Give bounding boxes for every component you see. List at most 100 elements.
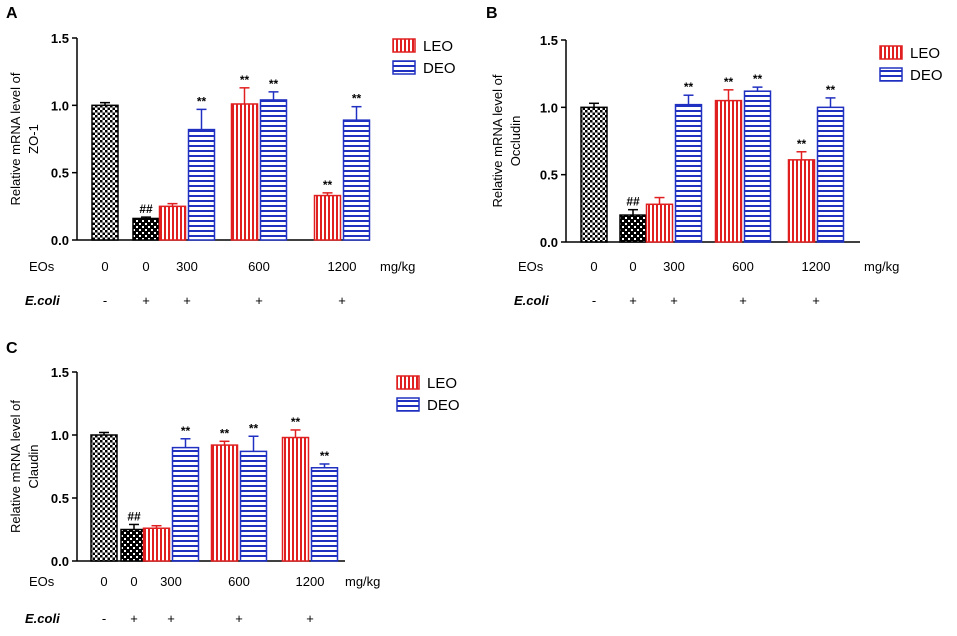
dose-label: 0 xyxy=(130,574,137,589)
ecoli-sign: + xyxy=(306,611,314,626)
ecoli-sign: + xyxy=(739,293,747,308)
ecoli-sign: + xyxy=(235,611,243,626)
bar-control xyxy=(90,434,118,562)
y-tick-label: 0.0 xyxy=(51,554,69,569)
bar-deo xyxy=(310,467,339,562)
ecoli-sign: - xyxy=(103,293,107,308)
y-axis-label-line2: Claudin xyxy=(26,444,41,488)
legend-label-deo: DEO xyxy=(910,67,943,84)
panel-c: C 0.0 0.5 1.0 1.5 Relative mRNA level of Clau… xyxy=(6,340,460,626)
ecoli-sign: + xyxy=(629,293,637,308)
dose-label: 0 xyxy=(100,574,107,589)
panel-a: A 0.0 0.5 1.0 1.5 Relative mRNA level of ZO-1… xyxy=(6,5,456,308)
panel-letter: A xyxy=(6,5,18,22)
bar-deo xyxy=(239,450,268,562)
ecoli-sign: + xyxy=(670,293,678,308)
significance-label: ## xyxy=(139,202,153,216)
legend: LEO DEO xyxy=(392,38,456,77)
bar-leo xyxy=(230,103,259,241)
significance-label: ## xyxy=(127,509,141,523)
ecoli-row-label: E.coli xyxy=(25,293,60,308)
significance-label: ** xyxy=(724,75,734,89)
dose-label: 1200 xyxy=(296,574,325,589)
y-axis-label: Relative mRNA level of xyxy=(490,74,505,207)
unit-label: mg/kg xyxy=(345,574,380,589)
dose-label: 0 xyxy=(101,259,108,274)
significance-label: ** xyxy=(684,80,694,94)
ecoli-sign: + xyxy=(167,611,175,626)
eos-row-label: EOs xyxy=(29,259,55,274)
legend-swatch-leo xyxy=(396,375,420,390)
bar-leo xyxy=(281,436,310,562)
y-axis-label-line2: Occludin xyxy=(508,116,523,167)
bar-leo xyxy=(210,444,239,562)
panel-letter: B xyxy=(486,5,498,22)
ecoli-row-label: E.coli xyxy=(514,293,549,308)
eos-row-label: EOs xyxy=(518,259,544,274)
bar-leo xyxy=(158,205,187,241)
bar-leo xyxy=(787,159,816,243)
dose-label: 1200 xyxy=(802,259,831,274)
bar-control xyxy=(91,104,119,241)
y-tick-label: 0.0 xyxy=(540,235,558,250)
ecoli-row-label: E.coli xyxy=(25,611,60,626)
significance-label: ** xyxy=(240,73,250,87)
y-tick-label: 0.0 xyxy=(51,233,69,248)
legend-label-leo: LEO xyxy=(427,375,457,392)
panel-b: B 0.0 0.5 1.0 1.5 Relative mRNA level of Occl… xyxy=(486,5,943,308)
legend-label-deo: DEO xyxy=(427,397,460,414)
dose-label: 600 xyxy=(248,259,270,274)
significance-label: ** xyxy=(352,92,362,106)
ecoli-sign: + xyxy=(130,611,138,626)
legend-swatch-leo xyxy=(392,38,416,53)
dose-label: 300 xyxy=(160,574,182,589)
ecoli-sign: + xyxy=(142,293,150,308)
y-tick-label: 1.0 xyxy=(540,100,558,115)
dose-label: 300 xyxy=(176,259,198,274)
significance-label: ** xyxy=(826,83,836,97)
ecoli-sign: - xyxy=(592,293,596,308)
bar-deo xyxy=(342,119,371,241)
y-axis-label: Relative mRNA level of xyxy=(8,400,23,533)
y-tick-label: 1.0 xyxy=(51,98,69,113)
bar-deo xyxy=(259,99,288,241)
bar-deo xyxy=(816,106,845,243)
y-tick-label: 0.5 xyxy=(51,491,69,506)
significance-label: ** xyxy=(220,426,230,440)
significance-label: ## xyxy=(626,195,640,209)
legend-label-leo: LEO xyxy=(910,45,940,62)
bar-deo xyxy=(743,90,772,243)
y-tick-label: 1.5 xyxy=(51,365,69,380)
significance-label: ** xyxy=(291,415,301,429)
significance-label: ** xyxy=(753,72,763,86)
significance-label: ** xyxy=(197,94,207,108)
bar-leo xyxy=(142,527,171,562)
bar-deo xyxy=(187,128,216,241)
bar-leo xyxy=(313,194,342,241)
dose-label: 300 xyxy=(663,259,685,274)
dose-label: 600 xyxy=(228,574,250,589)
dose-label: 0 xyxy=(590,259,597,274)
legend-swatch-deo xyxy=(396,397,420,412)
legend: LEO DEO xyxy=(396,375,460,414)
ecoli-sign: + xyxy=(812,293,820,308)
y-tick-label: 1.5 xyxy=(540,33,558,48)
dose-label: 0 xyxy=(142,259,149,274)
dose-label: 0 xyxy=(629,259,636,274)
y-tick-label: 1.5 xyxy=(51,31,69,46)
legend: LEO DEO xyxy=(879,45,943,84)
legend-swatch-deo xyxy=(879,67,903,82)
significance-label: ** xyxy=(323,178,333,192)
y-tick-label: 0.5 xyxy=(51,166,69,181)
ecoli-sign: + xyxy=(183,293,191,308)
unit-label: mg/kg xyxy=(380,259,415,274)
legend-swatch-leo xyxy=(879,45,903,60)
bar-deo xyxy=(171,446,200,562)
ecoli-sign: + xyxy=(255,293,263,308)
bar-model xyxy=(132,217,160,241)
significance-label: ** xyxy=(320,449,330,463)
bar-deo xyxy=(674,103,703,243)
ecoli-sign: + xyxy=(338,293,346,308)
significance-label: ** xyxy=(797,137,807,151)
